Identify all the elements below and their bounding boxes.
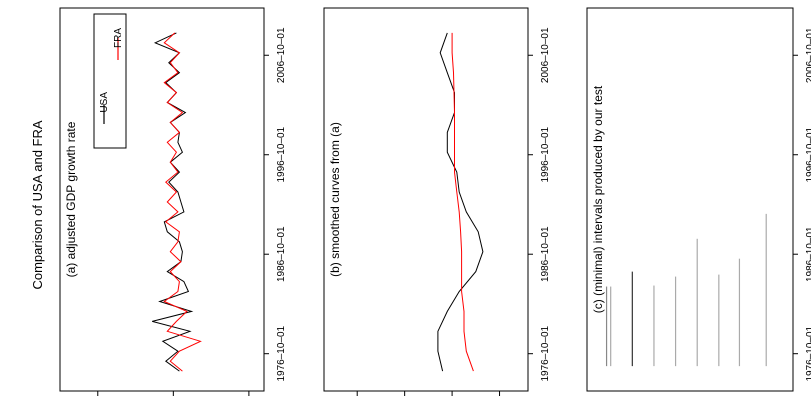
x-tick-label: 1986–10–01 [276,226,287,282]
x-tick-label: 1976–10–01 [805,325,811,381]
x-tick-label: 1996–10–01 [805,126,811,182]
legend-label-fra: FRA [113,28,124,48]
panel-b: (b) smoothed curves from (a) 1976–10–01 19… [323,7,551,396]
legend: USA FRA [93,13,127,149]
main-title: Comparison of USA and FRA [30,120,45,289]
panel-title: (a) adjusted GDP growth rate [64,121,78,277]
plot-frame [59,7,265,392]
legend-box [93,13,127,149]
x-tick-label: 1986–10–01 [540,226,551,282]
x-tick-label: 2006–10–01 [540,27,551,83]
panel-title: (c) (minimal) intervals produced by our … [591,85,605,313]
x-tick-label: 1976–10–01 [276,325,287,381]
panel-c: (c) (minimal) intervals produced by our … [586,7,811,392]
series-line-fra [163,32,202,372]
x-tick-label: 2006–10–01 [805,27,811,83]
legend-label-usa: USA [99,92,110,113]
panel-a: (a) adjusted GDP growth rate 1976–10–01 19… [59,7,287,396]
x-tick-label: 1996–10–01 [276,126,287,182]
plot-frame [586,7,794,392]
x-tick-label: 2006–10–01 [276,27,287,83]
x-tick-label: 1986–10–01 [805,226,811,282]
plot-frame [323,7,529,392]
x-tick-label: 1996–10–01 [540,126,551,182]
series-line-usa [437,32,484,372]
series-line-usa [152,32,194,372]
panel-title: (b) smoothed curves from (a) [328,122,342,277]
x-tick-label: 1976–10–01 [540,325,551,381]
series-line-fra [451,32,474,372]
